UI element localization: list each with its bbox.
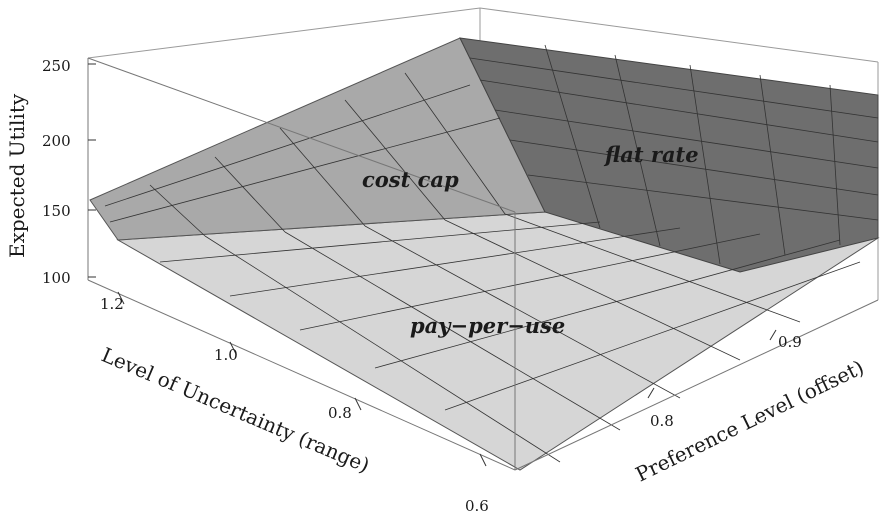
z-tick-label: 100: [42, 269, 71, 287]
region-label-cost-cap: cost cap: [362, 167, 459, 192]
z-tick-label: 250: [42, 57, 71, 75]
x-tick-label: 1.0: [214, 346, 238, 364]
z-axis-label: Expected Utility: [5, 93, 29, 258]
y-tick-label: 0.8: [650, 412, 674, 430]
z-axis-ticks: [88, 63, 96, 278]
region-label-pay-per-use: pay−per−use: [410, 313, 565, 338]
x-axis-ticks: [117, 291, 487, 467]
flat-rate-surface: [459, 37, 879, 273]
x-tick-label: 0.6: [465, 497, 489, 515]
y-tick-label: 0.9: [778, 333, 802, 351]
z-tick-label: 150: [42, 202, 71, 220]
x-tick-label: 1.2: [100, 295, 124, 313]
x-tick-label: 0.8: [328, 404, 352, 422]
region-label-flat-rate: flat rate: [603, 142, 699, 167]
y-axis-ticks: [647, 329, 777, 399]
bounding-box-front: [87, 57, 879, 471]
surface-mesh: [104, 44, 879, 463]
z-tick-label: 200: [42, 132, 71, 150]
